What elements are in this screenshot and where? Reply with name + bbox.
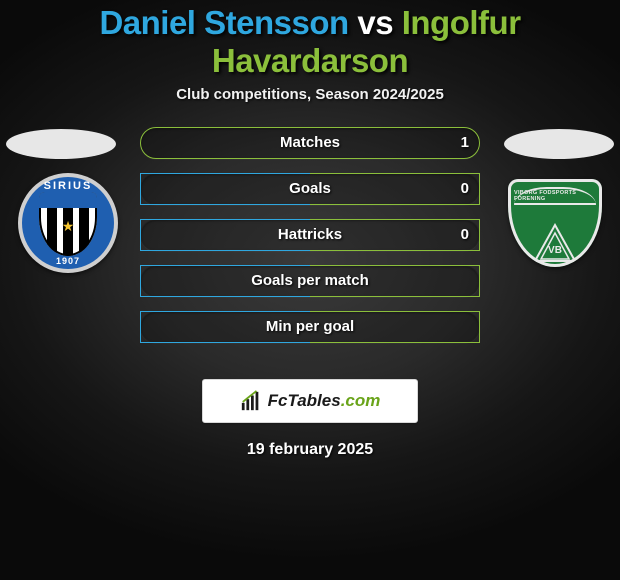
club-badge-right: VIBORG FODSPORTS FORENING VB xyxy=(508,179,602,267)
sirius-year: 1907 xyxy=(22,256,114,266)
page-title: Daniel Stensson vs Ingolfur Havardarson xyxy=(18,4,602,80)
stat-fill-left xyxy=(141,220,310,250)
stat-fill-right xyxy=(310,220,479,250)
svg-text:VB: VB xyxy=(548,245,562,256)
stat-fill-right xyxy=(310,312,479,342)
club-badge-left: SIRIUS ★ 1907 xyxy=(18,173,118,273)
viborg-band-text: VIBORG FODSPORTS FORENING xyxy=(514,187,596,205)
stat-fill-left xyxy=(141,312,310,342)
content-root: Daniel Stensson vs Ingolfur Havardarson … xyxy=(0,0,620,580)
stat-value-right: 1 xyxy=(461,128,469,158)
title-player-left: Daniel Stensson xyxy=(99,4,348,41)
subtitle: Club competitions, Season 2024/2025 xyxy=(0,86,620,103)
stat-value-right: 0 xyxy=(461,174,469,204)
viborg-inner-icon: VB xyxy=(533,223,577,267)
comparison-area: SIRIUS ★ 1907 VIBORG FODSPORTS FORENING xyxy=(0,127,620,367)
sirius-ring-text: SIRIUS xyxy=(22,180,114,192)
brand-suffix: .com xyxy=(341,391,381,410)
stat-value-right: 0 xyxy=(461,220,469,250)
brand-box[interactable]: FcTables.com xyxy=(202,379,418,423)
stat-row: Goals per match xyxy=(140,265,480,297)
stat-row: Hattricks0 xyxy=(140,219,480,251)
star-icon: ★ xyxy=(39,218,97,235)
stat-fill-right xyxy=(310,266,479,296)
sirius-shield: ★ xyxy=(39,192,97,256)
player-photo-placeholder-left xyxy=(6,129,116,159)
stat-fill-left xyxy=(141,174,310,204)
sirius-badge: SIRIUS ★ 1907 xyxy=(18,173,118,273)
brand-text: FcTables.com xyxy=(268,391,381,411)
stat-fill-right xyxy=(141,128,479,158)
stat-bars: Matches1 Goals0 Hattricks0 Goals per match M… xyxy=(140,127,480,357)
chart-icon xyxy=(240,390,262,412)
title-vs: vs xyxy=(357,4,393,41)
date-text: 19 february 2025 xyxy=(0,441,620,459)
brand-name: FcTables xyxy=(268,391,341,410)
stat-row: Matches1 xyxy=(140,127,480,159)
viborg-badge: VIBORG FODSPORTS FORENING VB xyxy=(508,179,602,267)
stat-fill-left xyxy=(141,266,310,296)
stat-row: Min per goal xyxy=(140,311,480,343)
stat-row: Goals0 xyxy=(140,173,480,205)
player-photo-placeholder-right xyxy=(504,129,614,159)
stat-fill-right xyxy=(310,174,479,204)
